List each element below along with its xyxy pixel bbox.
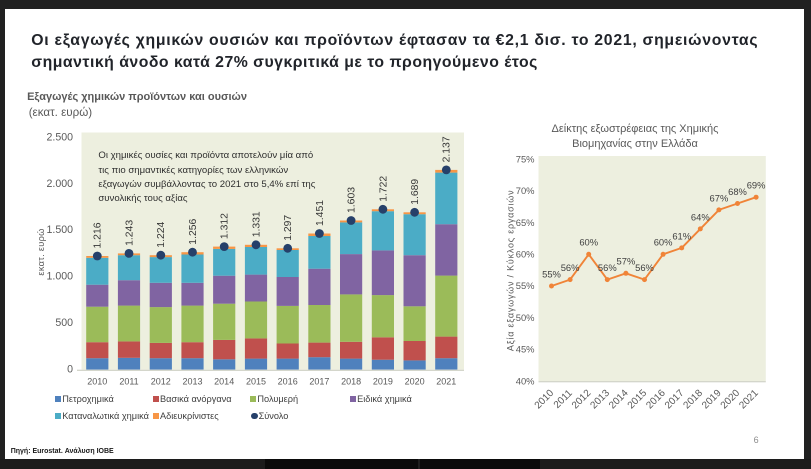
svg-text:1.000: 1.000 <box>46 271 73 283</box>
svg-text:2014: 2014 <box>214 377 234 387</box>
svg-text:2019: 2019 <box>700 388 724 412</box>
svg-text:2015: 2015 <box>246 377 266 387</box>
svg-text:57%: 57% <box>617 256 636 267</box>
svg-text:56%: 56% <box>635 262 654 273</box>
svg-text:2010: 2010 <box>533 388 557 412</box>
svg-text:2012: 2012 <box>570 388 594 412</box>
svg-text:2010: 2010 <box>87 377 107 387</box>
svg-text:61%: 61% <box>672 230 691 241</box>
svg-text:1.243: 1.243 <box>124 220 135 246</box>
svg-text:56%: 56% <box>561 262 580 273</box>
svg-text:1.312: 1.312 <box>220 213 231 239</box>
svg-text:2014: 2014 <box>607 388 631 412</box>
svg-text:500: 500 <box>55 317 73 329</box>
svg-text:68%: 68% <box>728 186 747 197</box>
svg-text:1.331: 1.331 <box>251 211 262 237</box>
svg-text:2016: 2016 <box>278 377 298 387</box>
svg-text:2021: 2021 <box>436 377 456 387</box>
svg-text:64%: 64% <box>691 211 710 222</box>
svg-text:60%: 60% <box>516 249 535 260</box>
svg-text:2.500: 2.500 <box>46 131 73 143</box>
svg-text:2012: 2012 <box>151 377 171 387</box>
svg-text:1.689: 1.689 <box>410 179 421 205</box>
svg-text:2011: 2011 <box>119 377 138 387</box>
svg-text:2020: 2020 <box>405 377 425 387</box>
svg-text:40%: 40% <box>516 375 535 386</box>
svg-text:1.297: 1.297 <box>283 215 294 241</box>
svg-text:1.722: 1.722 <box>378 176 389 202</box>
svg-text:2018: 2018 <box>682 388 706 412</box>
svg-text:1.500: 1.500 <box>46 224 73 236</box>
svg-text:60%: 60% <box>579 237 598 248</box>
svg-text:2013: 2013 <box>182 377 202 387</box>
svg-text:1.224: 1.224 <box>156 221 167 247</box>
svg-text:2.000: 2.000 <box>46 178 73 190</box>
svg-text:2017: 2017 <box>309 377 329 387</box>
svg-text:65%: 65% <box>516 217 535 228</box>
svg-text:2017: 2017 <box>663 388 687 412</box>
svg-text:2011: 2011 <box>552 388 575 411</box>
svg-text:70%: 70% <box>516 185 535 196</box>
svg-text:1.216: 1.216 <box>93 222 104 248</box>
svg-text:Αξία εξαγωγών / Κύκλος εργασιώ: Αξία εξαγωγών / Κύκλος εργασιών <box>506 190 516 352</box>
svg-text:45%: 45% <box>516 344 535 355</box>
svg-text:2.137: 2.137 <box>442 136 453 162</box>
svg-text:55%: 55% <box>516 280 535 291</box>
svg-text:2019: 2019 <box>373 377 393 387</box>
svg-text:2020: 2020 <box>719 388 743 412</box>
svg-text:εκατ. ευρώ: εκατ. ευρώ <box>36 228 46 275</box>
svg-text:56%: 56% <box>598 262 617 273</box>
svg-text:1.603: 1.603 <box>347 187 358 213</box>
svg-text:60%: 60% <box>654 237 673 248</box>
svg-text:67%: 67% <box>710 192 729 203</box>
svg-text:2021: 2021 <box>737 388 761 412</box>
svg-text:75%: 75% <box>516 153 535 164</box>
svg-text:55%: 55% <box>542 268 561 279</box>
svg-text:1.256: 1.256 <box>188 218 199 244</box>
svg-text:1.451: 1.451 <box>315 200 326 226</box>
svg-text:0: 0 <box>67 363 73 375</box>
svg-text:2018: 2018 <box>341 377 361 387</box>
svg-text:69%: 69% <box>747 180 766 191</box>
svg-text:2015: 2015 <box>626 388 650 412</box>
svg-text:50%: 50% <box>516 312 535 323</box>
svg-text:2013: 2013 <box>589 388 613 412</box>
svg-text:2016: 2016 <box>644 388 668 412</box>
